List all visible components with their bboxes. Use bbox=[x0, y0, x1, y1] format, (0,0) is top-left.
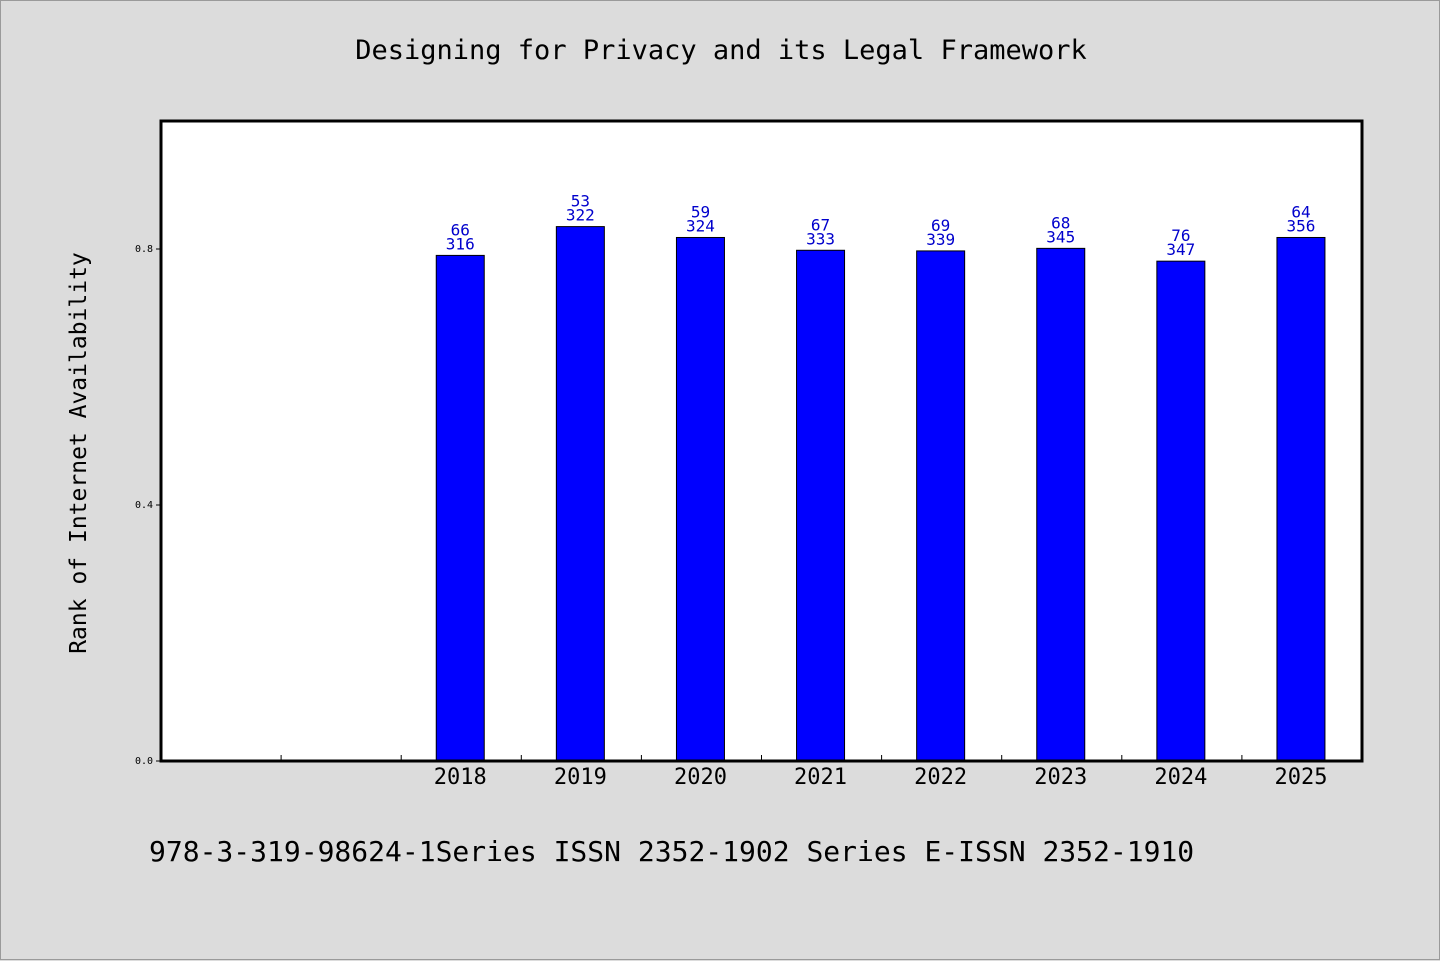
bar-value-label-top: 53 bbox=[571, 192, 590, 211]
bar-value-label-top: 66 bbox=[451, 220, 470, 239]
x-tick-label: 2023 bbox=[1034, 765, 1087, 790]
x-tick-label: 2020 bbox=[674, 765, 727, 790]
x-tick-label: 2022 bbox=[914, 765, 967, 790]
y-tick-label: 0.4 bbox=[135, 500, 153, 511]
bar bbox=[1276, 236, 1326, 762]
bar-value-label-top: 76 bbox=[1171, 226, 1190, 245]
footer-isbn-issn: 978-3-319-98624-1Series ISSN 2352-1902 S… bbox=[149, 835, 1195, 868]
bar-value-label-bottom: 322 bbox=[566, 206, 595, 225]
bar-value-label-top: 59 bbox=[691, 202, 710, 221]
x-tick-label: 2019 bbox=[554, 765, 607, 790]
bar bbox=[675, 236, 725, 762]
bar-value-label-bottom: 356 bbox=[1286, 216, 1315, 235]
x-tick-label: 2024 bbox=[1154, 765, 1207, 790]
x-tick-label: 2021 bbox=[794, 765, 847, 790]
bar-value-label-top: 68 bbox=[1051, 213, 1070, 232]
y-tick-label: 0.0 bbox=[135, 756, 153, 767]
bar bbox=[1036, 247, 1086, 762]
bar-value-label-bottom: 339 bbox=[926, 230, 955, 249]
bar-value-label-top: 64 bbox=[1291, 202, 1310, 221]
bar bbox=[916, 250, 966, 762]
bar-value-label-bottom: 333 bbox=[806, 229, 835, 248]
bar-value-label-bottom: 324 bbox=[686, 216, 715, 235]
chart-title: Designing for Privacy and its Legal Fram… bbox=[355, 35, 1087, 66]
bar-value-label-bottom: 345 bbox=[1046, 227, 1075, 246]
x-tick-label: 2018 bbox=[434, 765, 487, 790]
plot-border bbox=[159, 119, 1364, 763]
y-tick-label: 0.8 bbox=[135, 244, 153, 255]
bar-value-label-bottom: 347 bbox=[1166, 240, 1195, 259]
bar bbox=[796, 249, 846, 762]
bar bbox=[1156, 260, 1206, 762]
bar-value-label-top: 69 bbox=[931, 216, 950, 235]
bar bbox=[435, 254, 485, 762]
x-tick-label: 2025 bbox=[1274, 765, 1327, 790]
bar bbox=[555, 226, 605, 762]
bar-value-label-top: 67 bbox=[811, 215, 830, 234]
bar-value-label-bottom: 316 bbox=[446, 234, 475, 253]
